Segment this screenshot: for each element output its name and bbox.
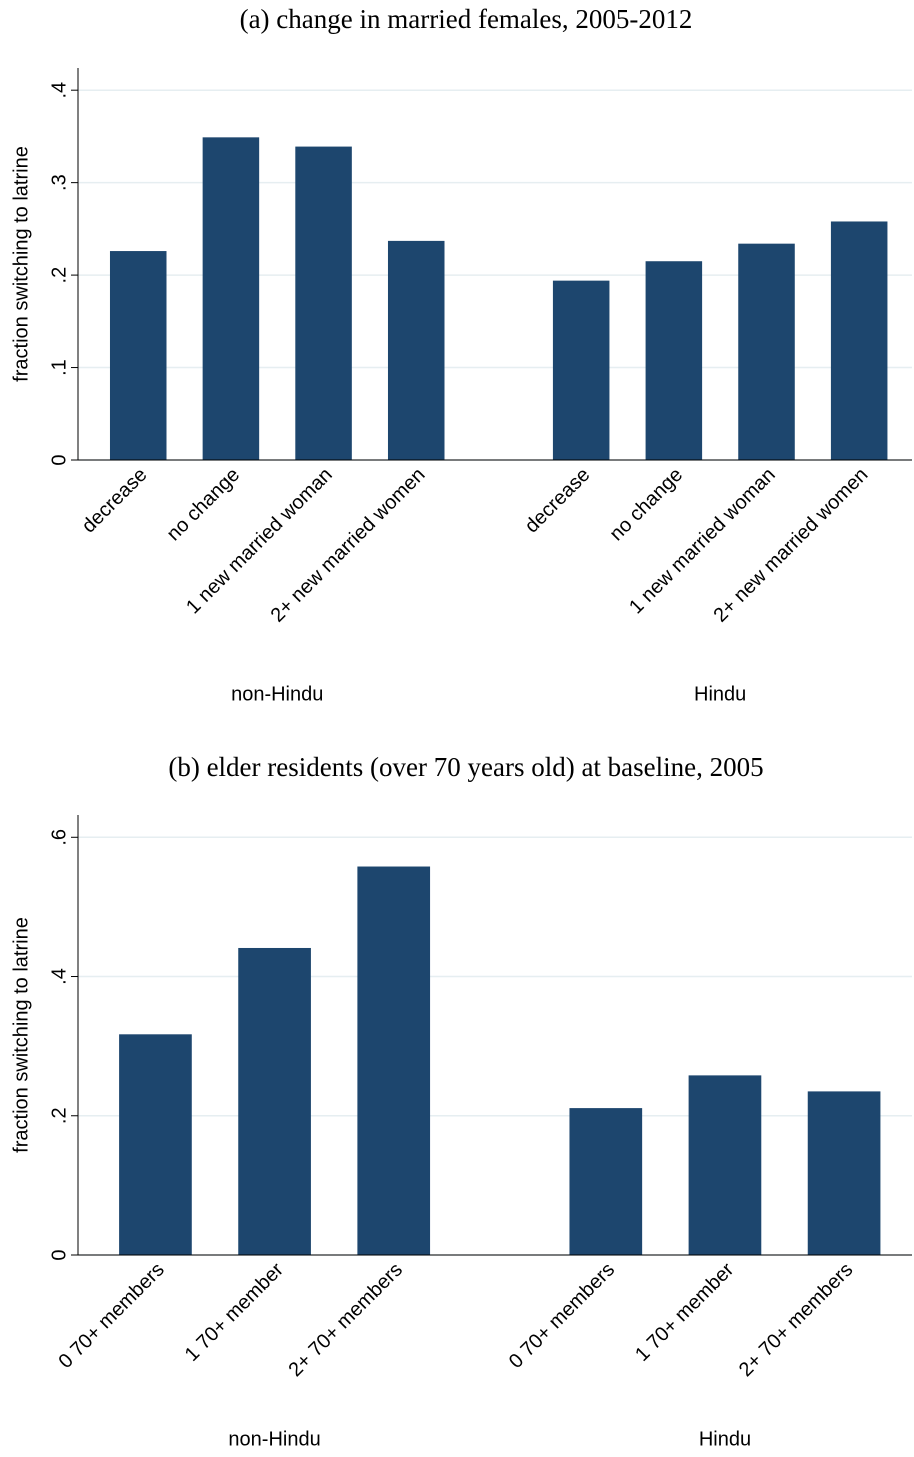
x-tick-label: 2+ 70+ members	[285, 1259, 407, 1381]
bar	[738, 243, 795, 460]
group-label: Hindu	[694, 683, 746, 705]
bar	[109, 251, 167, 460]
x-tick-label: 0 70+ members	[55, 1259, 169, 1373]
x-tick-label: 1 70+ member	[181, 1258, 288, 1365]
bar	[552, 280, 610, 460]
y-tick-label: 0	[48, 454, 70, 465]
bar	[688, 1075, 762, 1255]
y-tick-label: .3	[48, 174, 70, 191]
group-label: non-Hindu	[231, 683, 323, 705]
x-tick-label: 1 70+ member	[631, 1258, 738, 1365]
chart-title: (b) elder residents (over 70 years old) …	[168, 752, 763, 782]
bar	[238, 947, 311, 1255]
y-tick-label: .2	[48, 267, 70, 284]
y-tick-label: .4	[48, 968, 70, 985]
chart-title: (a) change in married females, 2005-2012	[240, 4, 693, 34]
x-tick-label: 2+ new married women	[710, 464, 873, 627]
bar	[119, 1034, 192, 1255]
y-tick-label: .6	[48, 829, 70, 846]
x-tick-label: 2+ new married women	[267, 464, 430, 627]
y-axis-label: fraction switching to latrine	[10, 917, 32, 1153]
x-tick-label: no change	[606, 464, 688, 546]
y-tick-label: .2	[48, 1107, 70, 1124]
bar	[807, 1091, 881, 1255]
x-tick-label: 0 70+ members	[505, 1259, 619, 1373]
group-label: Hindu	[699, 1428, 751, 1450]
x-tick-label: decrease	[78, 464, 152, 538]
group-label: non-Hindu	[228, 1428, 320, 1450]
bar	[830, 221, 888, 460]
x-tick-label: 2+ 70+ members	[735, 1259, 857, 1381]
y-tick-label: 0	[48, 1249, 70, 1260]
bar	[569, 1108, 643, 1255]
bar	[202, 137, 260, 460]
bar	[387, 240, 445, 460]
bar	[357, 866, 431, 1255]
bar	[645, 261, 703, 460]
x-tick-label: decrease	[521, 464, 595, 538]
bar	[295, 146, 352, 460]
y-tick-label: .4	[48, 82, 70, 99]
y-axis-label: fraction switching to latrine	[10, 146, 32, 382]
x-tick-label: no change	[163, 464, 245, 546]
y-tick-label: .1	[48, 359, 70, 376]
